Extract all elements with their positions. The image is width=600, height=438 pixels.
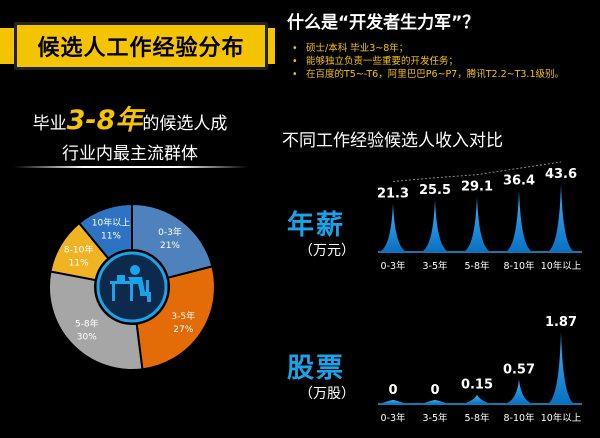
stock-title: 股票 [287,353,345,384]
spike-bar [421,199,449,252]
spike-value-label: 25.5 [419,183,451,198]
spike-value-label: 0 [388,383,397,398]
slice-category-label: 5-8年 [75,317,99,329]
spike-value-label: 0.57 [503,362,535,377]
spike-bar [379,203,407,252]
category-label: 10年以上 [541,260,582,272]
slice-value-label: 30% [77,332,97,342]
bullet-item: 能够独立负责一些重要的开发任务； [292,55,564,68]
spike-value-label: 1.87 [545,315,577,330]
slice-value-label: 11% [101,232,121,242]
donut-slice [48,270,144,371]
lead-text: 毕业3-8年的候选人成 行业内最主流群体 [12,98,248,164]
category-label: 0-3年 [380,260,406,272]
spike-bar [505,379,533,404]
category-label: 10年以上 [541,412,582,424]
trend-line [392,161,562,182]
spike-value-label: 43.6 [545,167,577,182]
slice-category-label: 3-5年 [171,310,195,322]
stock-chart: 0 0-3年 0 3-5年 0.15 5-8年 0.57 8-10年 1.87 10年以上 [378,315,582,424]
spike-bar [463,394,491,404]
slice-category-label: 0-3年 [158,226,182,238]
spike-value-label: 0 [430,383,439,398]
lead-highlight: 3-8年 [66,105,143,136]
donut-chart: 0-3年 21% 3-5年 27% 5-8年 30% 8-10年 11% 10年以上 11% [48,202,216,371]
donut-slice [77,202,133,260]
lead-post: 的候选人成 [142,114,228,134]
spike-value-label: 21.3 [377,186,409,201]
category-label: 8-10年 [503,412,535,424]
slice-value-label: 21% [160,241,180,251]
category-label: 0-3年 [380,412,406,424]
category-label: 3-5年 [422,260,448,272]
salary-unit: （万元） [299,243,355,259]
bullet-item: 硕士/本科 毕业3~8年； [292,42,564,55]
slice-value-label: 27% [173,325,193,335]
divider [14,166,248,168]
spike-bar [547,184,575,252]
banner: 候选人工作经验分布 [14,22,268,70]
spike-bar [421,400,449,404]
lead-line2: 行业内最主流群体 [62,144,198,164]
intro-bullets: 硕士/本科 毕业3~8年； 能够独立负责一些重要的开发任务； 在百度的T5~-T… [292,42,564,81]
banner-title: 候选人工作经验分布 [37,36,245,61]
spike-bar [547,332,575,404]
salary-title: 年薪 [287,210,345,241]
slice-category-label: 10年以上 [92,217,130,229]
slice-value-label: 11% [69,258,89,268]
bullet-item: 在百度的T5~-T6，阿里巴巴P6~P7，腾讯T2.2~T3.1级别。 [292,68,564,81]
spike-bar [463,196,491,252]
salary-chart: 21.3 0-3年 25.5 3-5年 29.1 5-8年 36.4 8-10年 43.6 10年… [377,161,582,272]
comparison-title: 不同工作经验候选人收入对比 [282,131,503,151]
spike-value-label: 29.1 [461,180,493,195]
category-label: 5-8年 [464,260,490,272]
donut-slice [135,265,216,371]
donut-slice [131,202,214,280]
lead-pre: 毕业 [32,114,67,134]
spike-bar [379,400,407,404]
spike-bar [505,190,533,252]
stock-unit: （万股） [299,386,355,402]
slice-category-label: 8-10年 [64,243,93,255]
spike-value-label: 0.15 [461,378,493,393]
category-label: 3-5年 [422,412,448,424]
category-label: 8-10年 [503,260,535,272]
spike-value-label: 36.4 [503,173,535,188]
intro-question: 什么是“开发者生力军”？ [287,13,480,33]
person-at-desk-icon [96,251,168,323]
category-label: 5-8年 [464,412,490,424]
